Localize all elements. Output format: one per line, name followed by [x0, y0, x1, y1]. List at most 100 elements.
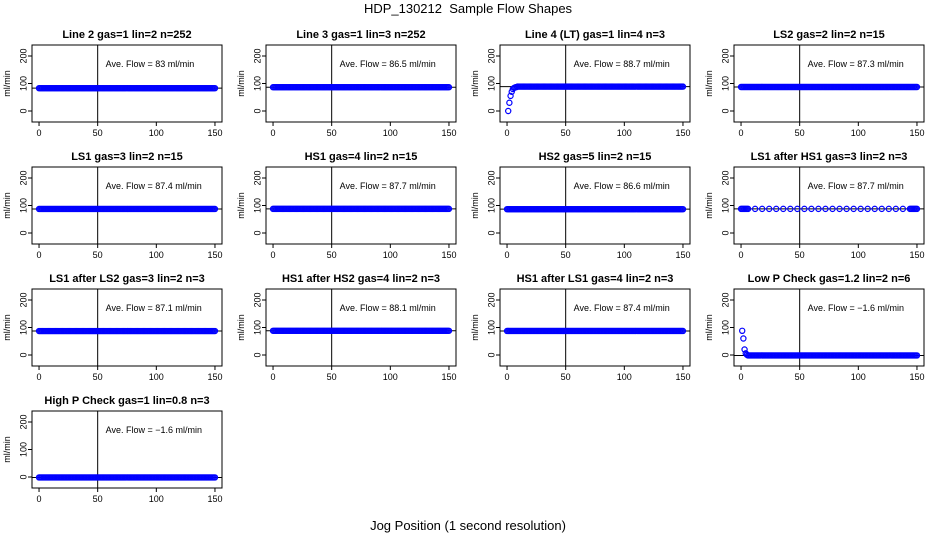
- average-flow-annotation: Ave. Flow = 88.7 ml/min: [574, 59, 670, 69]
- average-flow-annotation: Ave. Flow = 86.6 ml/min: [574, 181, 670, 191]
- y-axis-label: ml/min: [236, 314, 246, 341]
- y-tick-label: 200: [18, 292, 28, 307]
- y-tick-label: 0: [18, 108, 28, 113]
- x-tick-label: 150: [675, 250, 690, 260]
- y-axis-label: ml/min: [470, 314, 480, 341]
- x-tick-label: 150: [909, 372, 924, 382]
- data-points: [503, 205, 687, 213]
- x-tick-label: 0: [37, 128, 42, 138]
- x-tick-label: 100: [851, 250, 866, 260]
- data-point: [815, 205, 822, 213]
- x-tick-label: 0: [505, 250, 510, 260]
- y-tick-label: 0: [18, 352, 28, 357]
- data-point: [864, 205, 871, 213]
- data-point: [506, 99, 513, 106]
- data-point: [445, 205, 453, 213]
- x-tick-label: 0: [505, 372, 510, 382]
- y-tick-label: 100: [252, 76, 262, 91]
- y-tick-label: 100: [18, 442, 28, 457]
- average-flow-annotation: Ave. Flow = 86.5 ml/min: [340, 59, 436, 69]
- x-tick-label: 50: [795, 250, 805, 260]
- average-flow-annotation: Ave. Flow = 87.7 ml/min: [340, 181, 436, 191]
- y-tick-label: 200: [486, 170, 496, 185]
- x-tick-label: 50: [93, 372, 103, 382]
- plot-frame: [265, 166, 457, 245]
- x-tick-label: 50: [561, 128, 571, 138]
- data-point: [743, 351, 751, 358]
- data-point: [211, 474, 219, 481]
- data-point: [679, 83, 687, 90]
- x-tick-label: 0: [739, 128, 744, 138]
- data-points: [269, 327, 453, 334]
- average-flow-annotation: Ave. Flow = 88.1 ml/min: [340, 303, 436, 313]
- panel-title: LS1 gas=3 lin=2 n=15: [71, 151, 183, 163]
- data-point: [892, 205, 900, 213]
- data-point: [780, 205, 787, 213]
- x-tick-label: 0: [37, 494, 42, 504]
- y-tick-label: 200: [18, 170, 28, 185]
- plot-frame: [499, 166, 691, 245]
- data-point: [878, 205, 885, 213]
- panel-3: Line 4 (LT) gas=1 lin=4 n=3 ml/min 0 100 200…: [470, 29, 691, 138]
- y-axis-label: ml/min: [704, 192, 714, 219]
- panel-title: Line 2 gas=1 lin=2 n=252: [62, 29, 191, 41]
- data-points: [737, 83, 921, 91]
- data-point: [742, 350, 749, 357]
- panel-title: Low P Check gas=1.2 lin=2 n=6: [748, 273, 911, 285]
- x-tick-label: 0: [37, 250, 42, 260]
- data-point: [871, 205, 878, 213]
- y-tick-label: 100: [252, 198, 262, 213]
- x-tick-label: 100: [383, 250, 398, 260]
- average-flow-annotation: Ave. Flow = 87.1 ml/min: [106, 303, 202, 313]
- panel-7: HS2 gas=5 lin=2 n=15 ml/min 0 100 200 0 50 100 1…: [470, 151, 691, 260]
- y-tick-label: 100: [720, 198, 730, 213]
- panel-4: LS2 gas=2 lin=2 n=15 ml/min 0 100 200 0 50 100 1…: [704, 29, 925, 138]
- y-tick-label: 200: [486, 292, 496, 307]
- data-point: [741, 346, 748, 353]
- data-point: [850, 205, 857, 213]
- data-points: [35, 474, 219, 481]
- data-point: [445, 327, 453, 334]
- data-points: [35, 84, 219, 92]
- data-points: [739, 327, 921, 359]
- data-point: [857, 205, 864, 213]
- x-tick-label: 100: [851, 372, 866, 382]
- x-tick-label: 150: [207, 372, 222, 382]
- x-tick-label: 150: [207, 250, 222, 260]
- y-axis-label: ml/min: [236, 70, 246, 97]
- y-tick-label: 100: [18, 76, 28, 91]
- average-flow-annotation: Ave. Flow = 87.4 ml/min: [574, 303, 670, 313]
- data-point: [758, 205, 766, 213]
- panel-8: LS1 after HS1 gas=3 lin=2 n=3 ml/min 0 100 2…: [704, 151, 925, 260]
- data-points: [35, 327, 219, 335]
- x-tick-label: 0: [739, 250, 744, 260]
- panel-title: Line 4 (LT) gas=1 lin=4 n=3: [525, 29, 665, 41]
- data-point: [913, 352, 921, 359]
- data-point: [740, 335, 747, 342]
- data-point: [836, 205, 843, 213]
- plot-frame: [499, 288, 691, 367]
- data-point: [843, 205, 850, 213]
- average-flow-annotation: Ave. Flow = 87.4 ml/min: [106, 181, 202, 191]
- data-point: [794, 205, 801, 213]
- y-tick-label: 100: [486, 198, 496, 213]
- panel-1: Line 2 gas=1 lin=2 n=252 ml/min 0 100 200 0 50…: [2, 29, 223, 138]
- data-point: [751, 205, 759, 213]
- y-axis-label: ml/min: [470, 192, 480, 219]
- data-point: [829, 205, 836, 213]
- data-point: [822, 205, 829, 213]
- x-tick-label: 150: [207, 494, 222, 504]
- panel-10: HS1 after HS2 gas=4 lin=2 n=3 ml/min 0 100 2…: [236, 273, 457, 382]
- y-tick-label: 0: [18, 474, 28, 479]
- data-point: [765, 205, 773, 213]
- x-tick-label: 150: [675, 128, 690, 138]
- data-point: [505, 107, 512, 115]
- x-tick-label: 50: [93, 494, 103, 504]
- average-flow-annotation: Ave. Flow = −1.6 ml/min: [808, 303, 904, 313]
- y-tick-label: 0: [720, 108, 730, 113]
- y-tick-label: 100: [18, 320, 28, 335]
- y-tick-label: 200: [18, 414, 28, 429]
- x-tick-label: 50: [561, 372, 571, 382]
- x-tick-label: 100: [149, 250, 164, 260]
- plot-frame: [733, 44, 925, 123]
